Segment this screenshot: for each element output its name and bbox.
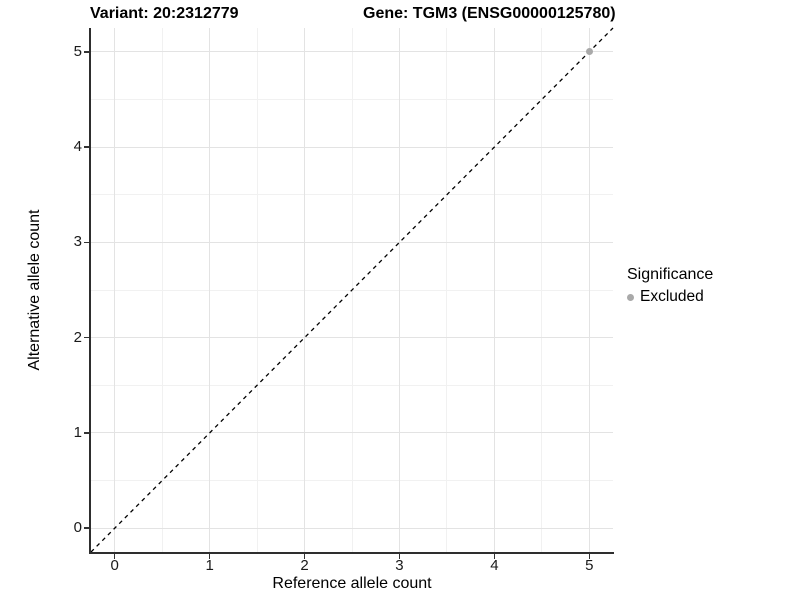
x-axis-tick-label: 3 bbox=[395, 557, 404, 574]
y-axis-tick-label: 5 bbox=[73, 42, 82, 60]
legend: Significance Excluded bbox=[627, 266, 713, 306]
y-axis-title: Alternative allele count bbox=[26, 209, 43, 371]
y-axis-tick-label: 2 bbox=[73, 328, 82, 346]
legend-items: Excluded bbox=[627, 288, 713, 306]
major-gridline-x bbox=[588, 28, 590, 552]
x-axis-title: Reference allele count bbox=[272, 575, 432, 592]
identity-line bbox=[90, 27, 614, 553]
major-gridline-y bbox=[91, 337, 613, 339]
x-axis-tick-label: 2 bbox=[300, 557, 309, 574]
y-axis-tick bbox=[84, 527, 89, 529]
data-point bbox=[585, 48, 593, 56]
y-axis-tick bbox=[84, 432, 89, 434]
major-gridline-x bbox=[114, 28, 116, 552]
y-axis-tick-label: 4 bbox=[73, 138, 82, 156]
major-gridline-x bbox=[398, 28, 400, 552]
major-gridline-x bbox=[209, 28, 211, 552]
minor-gridline-y bbox=[91, 194, 613, 196]
y-axis-tick-label: 3 bbox=[73, 233, 82, 251]
x-axis-tick bbox=[303, 554, 306, 559]
x-axis-tick bbox=[113, 554, 116, 559]
y-axis-tick bbox=[84, 51, 89, 53]
x-axis-tick bbox=[588, 554, 591, 559]
major-gridline-y bbox=[91, 432, 613, 434]
plot-title-gene: Gene: TGM3 (ENSG00000125780) bbox=[363, 5, 616, 22]
major-gridline-y bbox=[91, 146, 613, 148]
legend-point-icon bbox=[627, 293, 634, 301]
y-axis-tick bbox=[84, 146, 89, 148]
plot-panel bbox=[90, 27, 614, 553]
x-axis-tick-label: 4 bbox=[490, 557, 499, 574]
y-axis-tick-label: 0 bbox=[73, 519, 82, 537]
x-axis-tick bbox=[398, 554, 401, 559]
major-gridline-y bbox=[91, 51, 613, 53]
plot-title-variant: Variant: 20:2312779 bbox=[90, 5, 239, 22]
legend-item: Excluded bbox=[627, 288, 713, 306]
x-axis-tick bbox=[208, 554, 211, 559]
minor-gridline-y bbox=[91, 384, 613, 386]
major-gridline-x bbox=[493, 28, 495, 552]
y-axis-tick bbox=[84, 241, 89, 244]
x-axis-tick-label: 0 bbox=[110, 557, 119, 574]
legend-title: Significance bbox=[627, 266, 714, 283]
minor-gridline-y bbox=[91, 480, 613, 482]
major-gridline-y bbox=[91, 527, 613, 529]
y-axis-tick-label: 1 bbox=[73, 423, 82, 441]
major-gridline-x bbox=[304, 28, 306, 552]
x-axis-tick-label: 1 bbox=[205, 557, 214, 574]
y-axis-tick bbox=[84, 336, 89, 339]
y-axis-line bbox=[89, 28, 91, 554]
x-axis-tick bbox=[493, 554, 496, 559]
x-axis-line bbox=[89, 552, 614, 554]
minor-gridline-y bbox=[91, 98, 613, 100]
x-axis-tick-label: 5 bbox=[585, 557, 594, 574]
legend-item-label: Excluded bbox=[640, 288, 704, 305]
major-gridline-y bbox=[91, 241, 613, 243]
